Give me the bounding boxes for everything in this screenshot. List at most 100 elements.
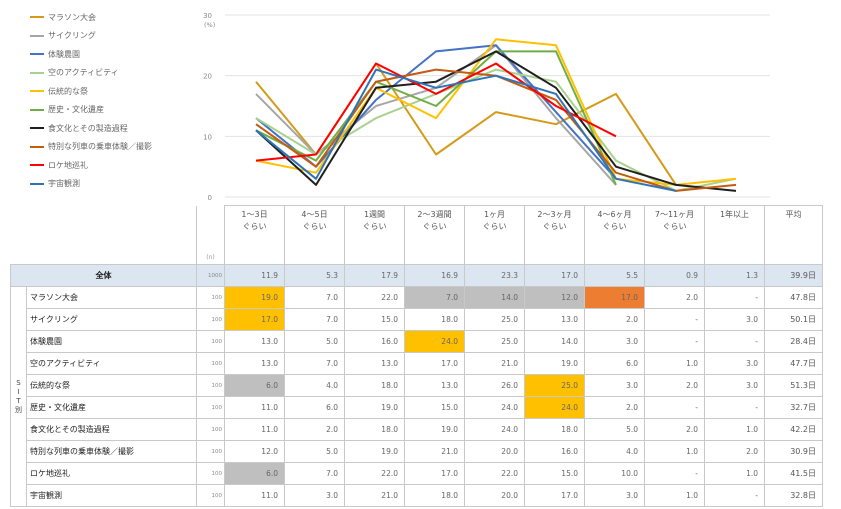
data-table: (n) 1～3日 ぐらい 4～5日 ぐらい 1週間 ぐらい 2～3週間 ぐらい 1ヶ月 ぐ… (10, 205, 823, 507)
legend-swatch (30, 34, 44, 37)
table-cell: 20.0 (464, 484, 525, 507)
table-cell: 22.0 (344, 462, 405, 485)
row-n: 100 (196, 374, 225, 397)
column-header: 4～5日 ぐらい (284, 205, 345, 265)
table-cell-average: 51.3日 (764, 374, 823, 397)
row-n: 100 (196, 462, 225, 485)
table-cell: 6.0 (224, 462, 285, 485)
legend-label: 体験農園 (48, 49, 80, 59)
table-cell: 22.0 (344, 286, 405, 309)
row-label: 特別な列車の乗車体験／撮影 (26, 440, 197, 463)
table-cell: 18.0 (344, 374, 405, 397)
table-cell: 24.0 (464, 396, 525, 419)
table-cell: 17.0 (404, 462, 465, 485)
table-cell: 17.0 (404, 352, 465, 375)
table-cell: 4.0 (584, 440, 645, 463)
table-cell: 1.3 (704, 264, 765, 287)
table-header-row: (n) 1～3日 ぐらい 4～5日 ぐらい 1週間 ぐらい 2～3週間 ぐらい 1ヶ月 ぐ… (10, 205, 823, 265)
chart-legend: マラソン大会 サイクリング 体験農園 空のアクティビティ 伝統的な祭 歴史・文化遺産 食文化… (30, 8, 200, 193)
table-row: 食文化とその製造過程 100 11.0 2.0 18.0 19.0 24.0 18.0 5.0 2… (11, 418, 823, 441)
table-cell: 1.0 (644, 440, 705, 463)
legend-swatch (30, 127, 44, 130)
table-cell: 3.0 (704, 352, 765, 375)
series-line-1 (255, 62, 677, 186)
table-row: 体験農園 100 13.0 5.0 16.0 24.0 25.0 14.0 3.0- -28.4日 (11, 330, 823, 353)
y-tick-label: 10 (203, 133, 212, 141)
table-cell: 26.0 (464, 374, 525, 397)
table-cell: 5.0 (584, 418, 645, 441)
table-cell: 2.0 (644, 418, 705, 441)
table-cell: 18.0 (404, 308, 465, 331)
table-cell: 18.0 (524, 418, 585, 441)
legend-swatch (30, 145, 44, 148)
series-line-6 (255, 50, 617, 186)
table-cell-average: 39.9日 (764, 264, 823, 287)
series-line-10 (255, 68, 677, 192)
table-row: 特別な列車の乗車体験／撮影 100 12.0 5.0 19.0 21.0 20.0 16.0 4… (11, 440, 823, 463)
row-label: 体験農園 (26, 330, 197, 353)
table-cell: - (644, 396, 705, 419)
table-cell: 7.0 (284, 286, 345, 309)
column-header: 1～3日 ぐらい (224, 205, 285, 265)
row-label: 伝統的な祭 (26, 374, 197, 397)
table-cell: 2.0 (584, 308, 645, 331)
table-cell: 19.0 (524, 352, 585, 375)
y-tick-label: 30 (203, 12, 212, 20)
table-row: 伝統的な祭 100 6.0 4.0 18.0 13.0 26.0 25.0 3.0 2.0 3.0 5… (11, 374, 823, 397)
table-cell: 1.0 (644, 484, 705, 507)
table-cell: 21.0 (464, 352, 525, 375)
legend-item: 歴史・文化遺産 (30, 101, 200, 120)
legend-swatch (30, 108, 44, 111)
table-cell: 19.0 (344, 396, 405, 419)
table-cell: 18.0 (404, 484, 465, 507)
table-cell: 13.0 (224, 352, 285, 375)
row-n: 100 (196, 396, 225, 419)
table-cell: 13.0 (524, 308, 585, 331)
legend-item: 食文化とその製造過程 (30, 119, 200, 138)
table-cell: 6.0 (284, 396, 345, 419)
table-cell: 0.9 (644, 264, 705, 287)
table-cell-average: 28.4日 (764, 330, 823, 353)
table-cell: 17.0 (584, 286, 645, 309)
table-cell: 3.0 (704, 374, 765, 397)
table-cell: - (644, 308, 705, 331)
legend-label: サイクリング (48, 31, 96, 41)
table-cell: 2.0 (584, 396, 645, 419)
legend-label: 空のアクティビティ (48, 68, 119, 78)
table-row: 空のアクティビティ 100 13.0 7.0 13.0 17.0 21.0 19.0 6.0 1.… (11, 352, 823, 375)
table-cell: 11.9 (224, 264, 285, 287)
table-cell: 16.0 (524, 440, 585, 463)
column-header: 1年以上 (704, 205, 765, 265)
table-cell: 25.0 (464, 330, 525, 353)
table-cell: 17.0 (224, 308, 285, 331)
table-cell: 3.0 (704, 308, 765, 331)
table-cell: 7.0 (284, 352, 345, 375)
table-cell: 6.0 (224, 374, 285, 397)
table-cell: 25.0 (464, 308, 525, 331)
group-label: S I T 別 (10, 286, 27, 507)
header-n-label: (n) (196, 205, 225, 265)
table-cell: 12.0 (224, 440, 285, 463)
legend-item: 特別な列車の乗車体験／撮影 (30, 138, 200, 157)
legend-item: 体験農園 (30, 45, 200, 64)
table-row-total: 全体 1000 11.9 5.3 17.9 16.9 23.3 17.0 5.5 0.9 1.3 39… (10, 264, 823, 287)
legend-swatch (30, 164, 44, 167)
table-cell: 4.0 (284, 374, 345, 397)
table-cell: 16.0 (344, 330, 405, 353)
table-cell: 3.0 (584, 330, 645, 353)
table-cell: - (704, 286, 765, 309)
legend-swatch (30, 53, 44, 56)
table-cell-average: 41.5日 (764, 462, 823, 485)
row-label: 宇宙観測 (26, 484, 197, 507)
table-cell: - (644, 330, 705, 353)
line-chart: 0 10 20 30(%) (203, 12, 770, 202)
column-header: 7～11ヶ月 ぐらい (644, 205, 705, 265)
table-cell: 19.0 (224, 286, 285, 309)
table-cell-average: 32.7日 (764, 396, 823, 419)
row-n: 100 (196, 418, 225, 441)
table-cell: 13.0 (224, 330, 285, 353)
table-cell: - (704, 330, 765, 353)
y-unit-label: (%) (204, 21, 215, 29)
table-cell: 5.3 (284, 264, 345, 287)
table-cell: 25.0 (524, 374, 585, 397)
